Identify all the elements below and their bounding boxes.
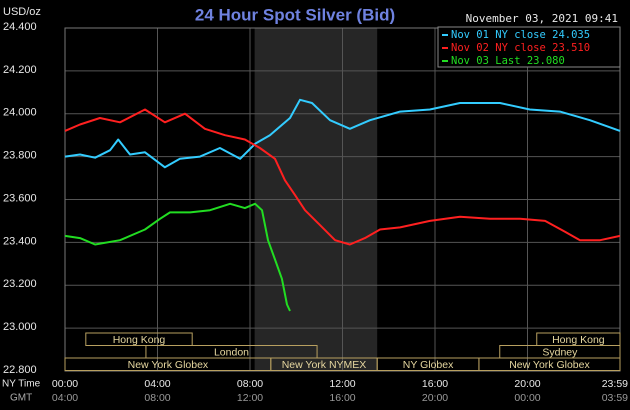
session-label: Hong Kong (113, 334, 166, 346)
x-tick-label: 23:59 (602, 378, 628, 390)
session-bar (85, 332, 193, 346)
y-tick-label: 23.200 (3, 278, 37, 290)
series-line (64, 98, 621, 169)
session-bar (478, 357, 621, 371)
legend-label: Nov 01 NY close 24.035 (451, 29, 590, 41)
session-label: New York Globex (509, 359, 590, 371)
session-label: Sydney (542, 347, 578, 359)
y-tick-label: 22.800 (3, 364, 37, 376)
x2-tick-label: 12:00 (237, 392, 263, 404)
x2-tick-label: 16:00 (329, 392, 355, 404)
timestamp: November 03, 2021 09:41 (466, 12, 618, 25)
legend-label: Nov 03 Last 23.080 (451, 55, 565, 67)
x2-tick-label: 04:00 (52, 392, 78, 404)
x-row-label: NY Time (2, 379, 41, 390)
y-tick-label: 24.200 (3, 64, 37, 76)
chart-title: 24 Hour Spot Silver (Bid) (195, 5, 395, 24)
y-tick-label: 24.000 (3, 107, 37, 119)
y-tick-label: 24.400 (3, 21, 37, 33)
series-line (64, 202, 291, 312)
x-tick-label: 16:00 (422, 378, 448, 390)
session-label: New York Globex (128, 359, 209, 371)
x2-tick-label: 08:00 (144, 392, 170, 404)
x2-tick-label: 00:00 (514, 392, 540, 404)
x-tick-label: 08:00 (237, 378, 263, 390)
series-line (64, 108, 621, 246)
x-tick-label: 20:00 (514, 378, 540, 390)
legend-label: Nov 02 NY close 23.510 (451, 42, 590, 54)
x2-row-label: GMT (10, 393, 32, 404)
x-tick-label: 12:00 (329, 378, 355, 390)
y-tick-label: 23.600 (3, 192, 37, 204)
session-label: NY Globex (403, 359, 454, 371)
x2-tick-label: 03:59 (602, 392, 628, 404)
y-tick-label: 23.000 (3, 321, 37, 333)
x2-tick-label: 20:00 (422, 392, 448, 404)
x-tick-label: 00:00 (52, 378, 78, 390)
session-label: New York NYMEX (282, 359, 367, 371)
x-tick-label: 04:00 (144, 378, 170, 390)
session-label: London (214, 347, 249, 359)
legend-box (437, 26, 621, 68)
y-axis-label: USD/oz (3, 6, 41, 18)
y-tick-label: 23.800 (3, 150, 37, 162)
session-label: Hong Kong (552, 334, 605, 346)
y-tick-label: 23.400 (3, 235, 37, 247)
